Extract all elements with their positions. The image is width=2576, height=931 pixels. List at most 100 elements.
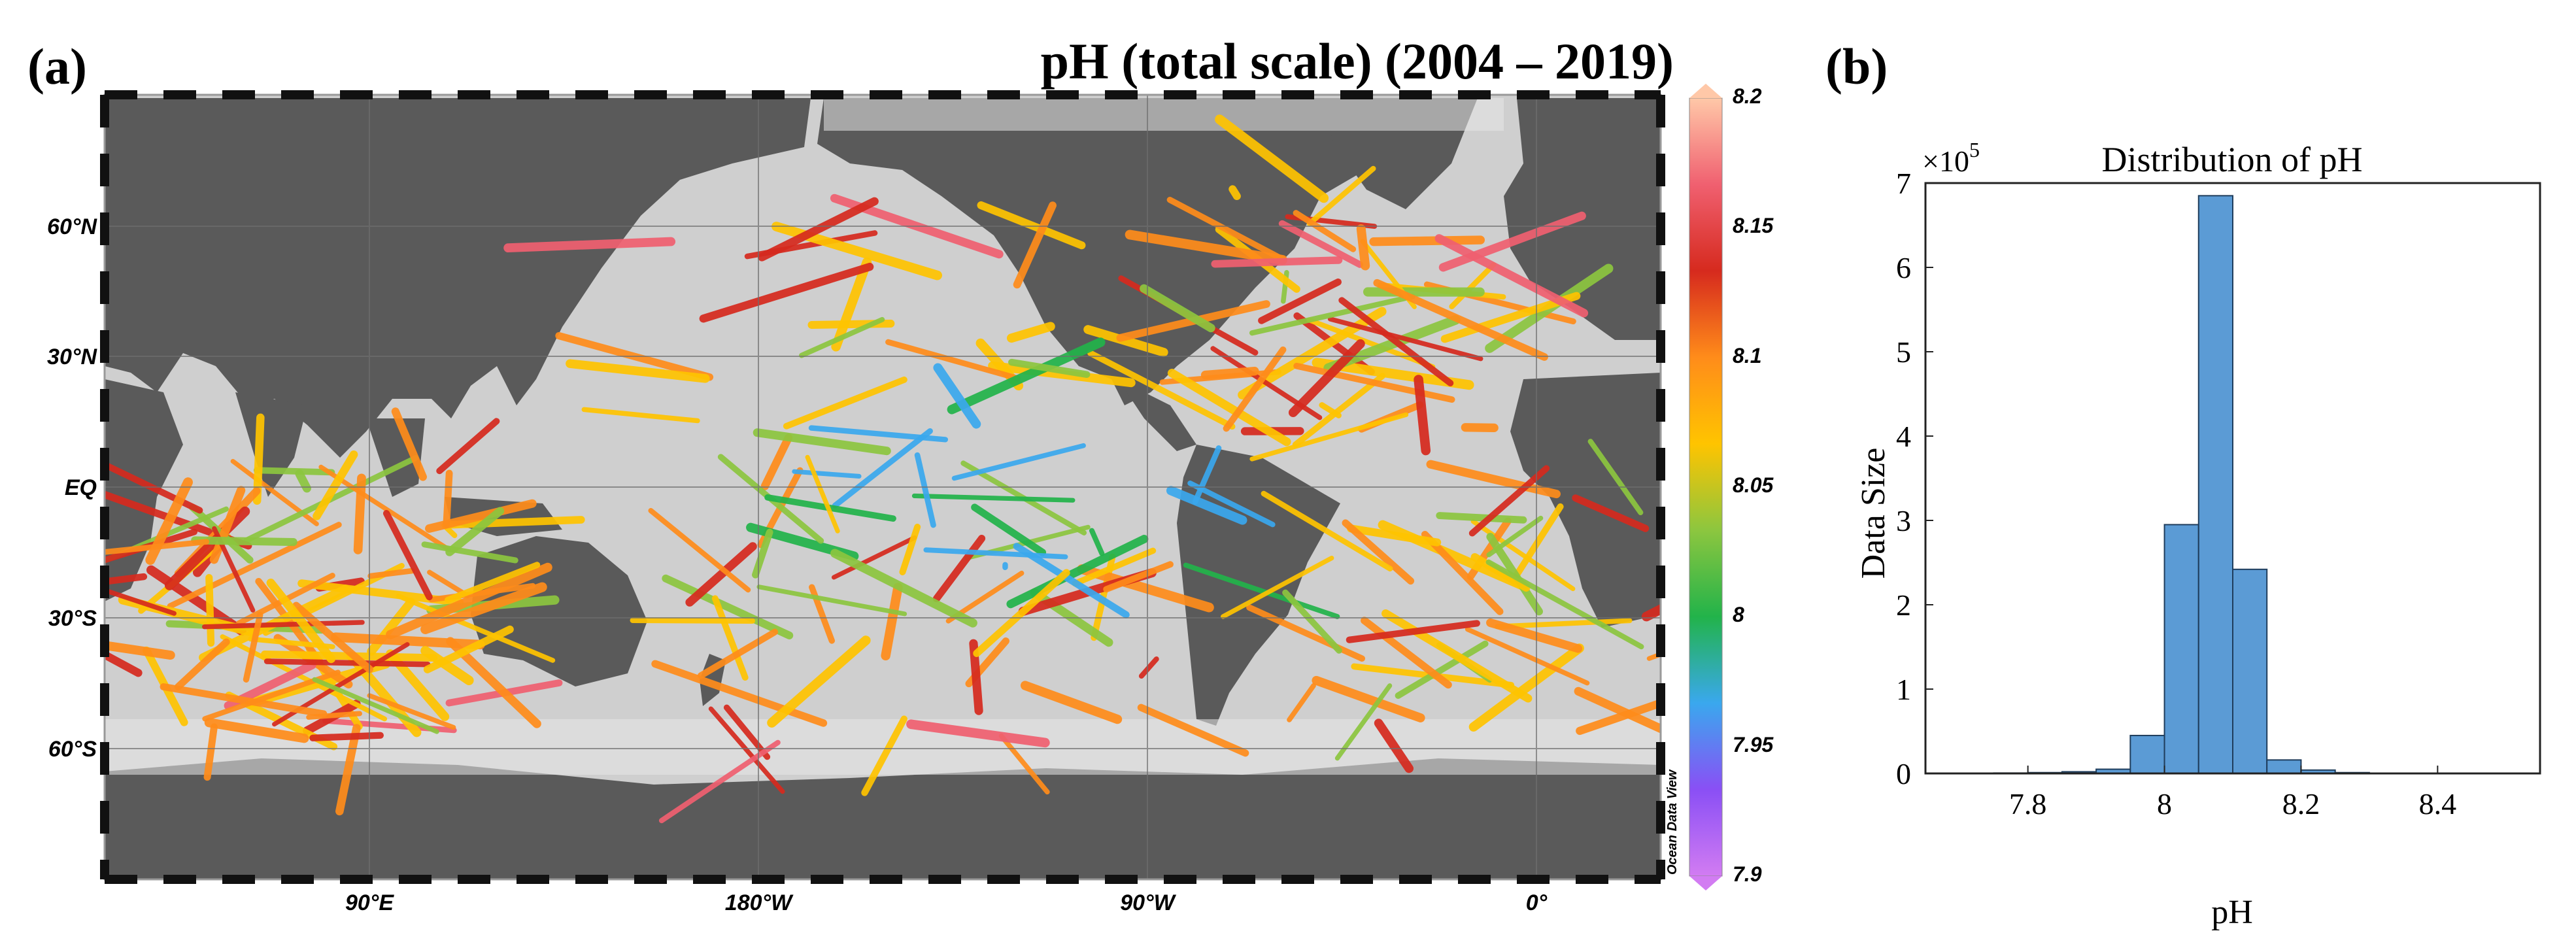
observation-track	[1223, 346, 1287, 432]
observation-track	[420, 646, 474, 686]
observation-track	[1183, 562, 1340, 619]
observation-track	[998, 733, 1050, 795]
land-africa-west	[105, 379, 183, 601]
observation-track	[1438, 211, 1586, 272]
land-central-america	[1118, 379, 1196, 451]
observation-track	[911, 493, 1076, 503]
observation-track	[932, 534, 986, 603]
observation-track	[767, 635, 871, 728]
observation-track	[1166, 486, 1247, 525]
observation-track	[951, 443, 1086, 481]
latitude-labels: 60°N 30°N EQ 30°S 60°S	[47, 214, 97, 762]
observation-track	[1327, 316, 1483, 362]
colorbar-tick-7-9: 7.9	[1733, 862, 1762, 886]
observation-track	[191, 536, 297, 547]
y-tick-label: 3	[1896, 504, 1911, 537]
observation-track	[1434, 234, 1589, 318]
observation-track	[581, 407, 700, 424]
observation-track	[1440, 292, 1581, 343]
observation-track	[105, 587, 177, 616]
y-multiplier-exponent: 5	[1969, 138, 1980, 161]
observation-track	[443, 469, 453, 528]
x-tick-label: 8	[2157, 787, 2172, 821]
histogram-bar	[2197, 195, 2234, 775]
observation-track	[105, 650, 143, 677]
lon-label-0: 0°	[1526, 890, 1548, 915]
observation-track	[167, 522, 342, 609]
observation-track	[988, 361, 1136, 388]
colorbar-bottom-arrow	[1689, 876, 1722, 890]
observation-track	[1187, 481, 1276, 528]
y-tick-label: 7	[1896, 167, 1911, 200]
observation-track	[1192, 445, 1222, 505]
observation-track	[309, 732, 384, 741]
observation-track	[933, 363, 981, 429]
ocean-shelves	[105, 98, 1661, 775]
observation-track	[648, 508, 751, 593]
colorbar	[1689, 84, 1723, 890]
observation-track	[708, 706, 785, 794]
observation-track	[209, 486, 246, 564]
observation-track	[799, 316, 885, 358]
x-tick-label: 7.8	[2009, 787, 2047, 821]
observation-track	[367, 567, 415, 579]
ocean-data-view-watermark: Ocean Data View	[1665, 769, 1680, 875]
observation-track	[1140, 284, 1215, 333]
observation-track	[1013, 201, 1057, 289]
observation-track	[1013, 543, 1130, 618]
longitude-labels: 90°E 180°W 90°W 0°	[345, 890, 1548, 915]
observation-track	[760, 433, 793, 490]
map-gridlines	[105, 95, 1661, 879]
observation-track	[861, 715, 907, 796]
observation-track	[1306, 317, 1436, 369]
observation-track	[1342, 519, 1415, 585]
observation-track	[1576, 698, 1661, 736]
x-tick-label: 8.4	[2419, 787, 2457, 821]
observation-track	[792, 469, 862, 479]
observation-track	[830, 549, 977, 628]
observation-track	[1221, 555, 1334, 619]
observation-track	[1020, 681, 1123, 724]
observation-track	[1346, 620, 1480, 643]
observation-track	[1369, 235, 1485, 246]
observation-track	[1414, 375, 1431, 456]
observation-track	[832, 428, 933, 509]
observation-track	[685, 542, 757, 607]
observation-track	[312, 677, 439, 734]
world-map	[105, 95, 1661, 879]
observation-track	[1426, 460, 1561, 499]
observation-track	[266, 578, 336, 664]
lat-label-60n: 60°N	[47, 214, 97, 239]
observation-track	[1006, 322, 1055, 343]
histogram-bars	[1993, 195, 2370, 775]
histogram: Distribution of pH ×105 Data Size pH 012…	[1855, 138, 2541, 931]
land-masses	[105, 98, 1661, 879]
x-axis-label: pH	[2211, 894, 2253, 931]
observation-track	[263, 658, 431, 668]
observation-track	[1292, 373, 1386, 448]
observation-track	[201, 620, 365, 630]
observation-track	[386, 562, 552, 639]
y-tick-label: 0	[1896, 757, 1911, 790]
observation-track	[885, 339, 1021, 382]
observation-tracks	[105, 114, 1661, 824]
observation-track	[1374, 719, 1414, 773]
observation-track	[1278, 220, 1364, 268]
histogram-bar	[2232, 568, 2268, 774]
y-tick-label: 2	[1896, 588, 1911, 622]
observation-track	[1572, 494, 1650, 532]
y-tick-label: 4	[1896, 420, 1911, 453]
map-title: pH (total scale) (2004 – 2019)	[1041, 33, 1674, 90]
observation-track	[1166, 197, 1287, 263]
colorbar-bar	[1689, 97, 1723, 877]
histogram-bar	[2129, 734, 2165, 774]
observation-track	[1077, 564, 1214, 613]
y-tick-label: 1	[1896, 673, 1911, 706]
observation-track	[906, 719, 1050, 748]
lat-label-30n: 30°N	[47, 345, 97, 369]
observation-track	[436, 418, 500, 475]
observation-track	[1468, 465, 1550, 537]
observation-track	[1083, 325, 1168, 357]
observation-track	[947, 337, 1106, 415]
